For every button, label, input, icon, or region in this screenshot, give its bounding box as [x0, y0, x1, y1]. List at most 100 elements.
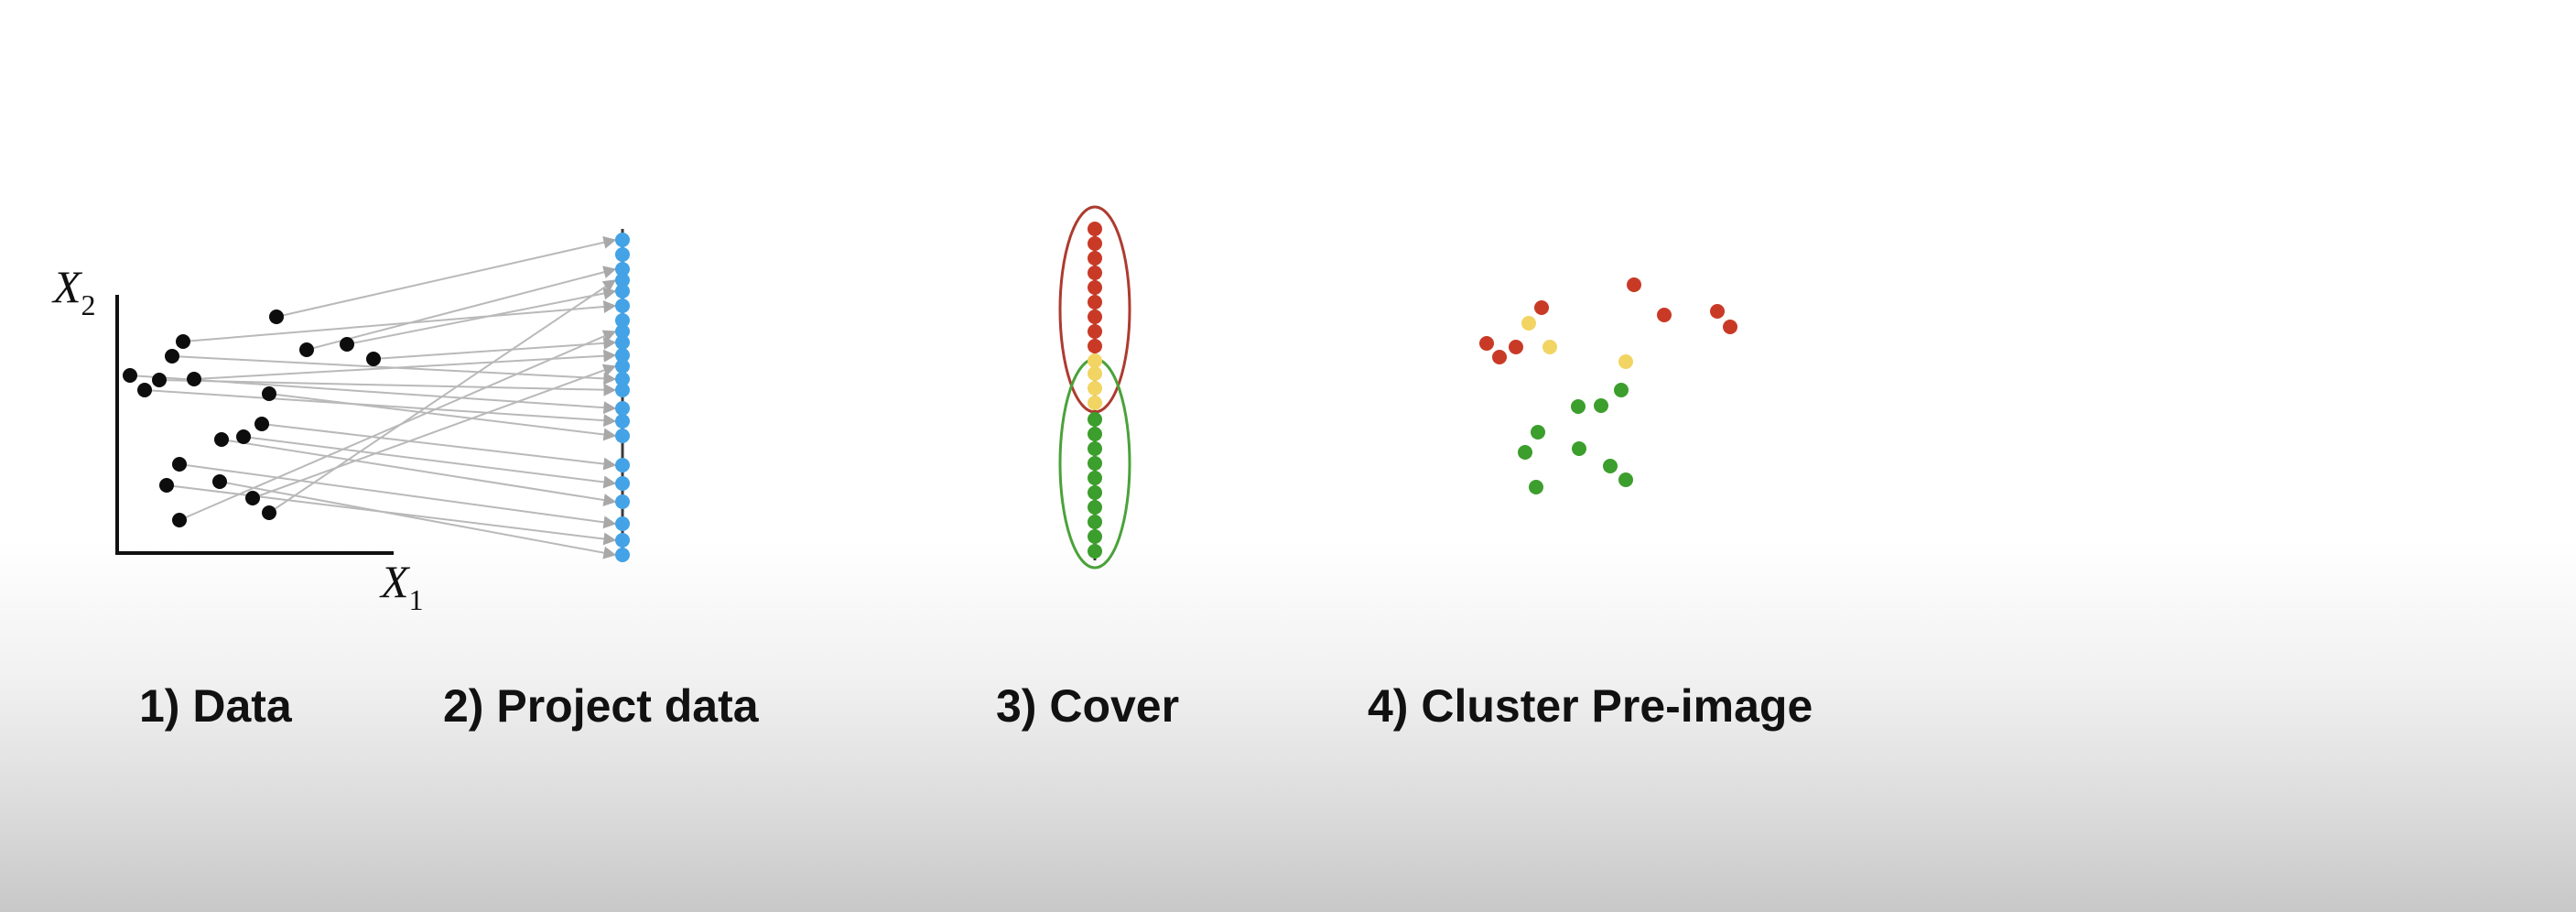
projection-arrow [182, 300, 617, 342]
projected-point [615, 429, 630, 443]
cover-point-top [1088, 266, 1102, 280]
cover-point-top [1088, 222, 1102, 236]
cluster-point-green [1572, 441, 1586, 456]
data-point [366, 352, 381, 366]
projection-arrow [158, 379, 617, 396]
projected-point [615, 313, 630, 328]
cluster-point-green [1529, 480, 1543, 494]
projected-point [615, 494, 630, 509]
projection-arrow [268, 279, 617, 514]
projected-point [615, 372, 630, 386]
cover-point-bottom [1088, 529, 1102, 544]
data-point [152, 373, 167, 387]
cluster-point-green [1614, 383, 1629, 397]
cover-points [1088, 222, 1102, 559]
data-points [123, 309, 381, 527]
step-label-cover: 3) Cover [996, 680, 1180, 732]
cover-point-top [1088, 309, 1102, 324]
data-point [254, 417, 269, 431]
y-axis-label: X2 [51, 261, 96, 321]
data-point [262, 386, 276, 401]
cluster-point-yellow [1542, 340, 1557, 354]
cover-point-top [1088, 339, 1102, 353]
cluster-point-red [1627, 277, 1641, 292]
projected-points [615, 233, 630, 562]
step-label-data: 1) Data [139, 680, 292, 732]
cover-point-overlap [1088, 381, 1102, 396]
step-label-project-data: 2) Project data [443, 680, 759, 732]
cluster-point-red [1492, 350, 1507, 364]
cluster-point-yellow [1521, 316, 1536, 331]
cluster-point-green [1603, 459, 1618, 473]
projected-point [615, 401, 630, 416]
cluster-point-green [1618, 472, 1633, 487]
data-point [245, 491, 260, 505]
data-point [187, 372, 201, 386]
data-point [214, 432, 229, 447]
cover-point-top [1088, 324, 1102, 339]
projected-point [615, 324, 630, 339]
projection-arrows [129, 235, 617, 559]
cover-point-top [1088, 251, 1102, 266]
cluster-preimage-panel [1479, 277, 1737, 494]
cover-point-bottom [1088, 427, 1102, 441]
projected-point [615, 247, 630, 262]
cluster-point-red [1479, 336, 1494, 351]
cover-point-bottom [1088, 471, 1102, 485]
data-point [123, 368, 137, 383]
projected-point [615, 458, 630, 472]
projection-arrow [221, 439, 617, 506]
projection-arrow [261, 423, 617, 471]
step-label-cluster-preimage: 4) Cluster Pre-image [1368, 680, 1813, 732]
cluster-point-green [1518, 445, 1532, 460]
data-point [172, 513, 187, 527]
data-point [165, 349, 179, 364]
projected-point [615, 262, 630, 277]
data-point [236, 429, 251, 444]
cover-point-bottom [1088, 515, 1102, 529]
projected-point [615, 233, 630, 247]
cover-point-bottom [1088, 500, 1102, 515]
cover-point-top [1088, 280, 1102, 295]
cluster-point-red [1657, 308, 1672, 322]
cluster-point-red [1534, 300, 1549, 315]
projected-point [615, 548, 630, 562]
projection-arrow [252, 364, 617, 499]
projection-arrow [346, 287, 617, 345]
projected-point [615, 348, 630, 363]
data-point [137, 383, 152, 397]
cover-point-bottom [1088, 456, 1102, 471]
data-point [159, 478, 174, 493]
cover-panel [1058, 205, 1131, 570]
projection-panel [615, 229, 630, 562]
projection-arrow [179, 463, 617, 529]
cover-point-top [1088, 236, 1102, 251]
projected-point [615, 359, 630, 374]
projection-arrow [276, 235, 617, 318]
cover-point-bottom [1088, 544, 1102, 559]
cover-point-bottom [1088, 412, 1102, 427]
data-point [262, 505, 276, 520]
projection-arrow [268, 393, 617, 441]
cluster-point-yellow [1618, 354, 1633, 369]
cluster-point-red [1509, 340, 1523, 354]
cluster-point-green [1594, 398, 1608, 413]
cluster-point-green [1571, 399, 1586, 414]
projected-point [615, 299, 630, 313]
projected-point [615, 273, 630, 288]
cluster-point-red [1723, 320, 1737, 334]
data-point [299, 342, 314, 357]
cover-point-overlap [1088, 366, 1102, 381]
projection-arrow [144, 389, 617, 428]
cover-point-bottom [1088, 441, 1102, 456]
projected-point [615, 383, 630, 397]
projection-arrow [373, 336, 617, 360]
projection-arrow [243, 436, 617, 489]
cover-point-bottom [1088, 485, 1102, 500]
data-point [176, 334, 190, 349]
data-point [172, 457, 187, 472]
projected-point [615, 533, 630, 548]
projection-arrow [179, 330, 617, 521]
projection-arrow [219, 481, 617, 559]
